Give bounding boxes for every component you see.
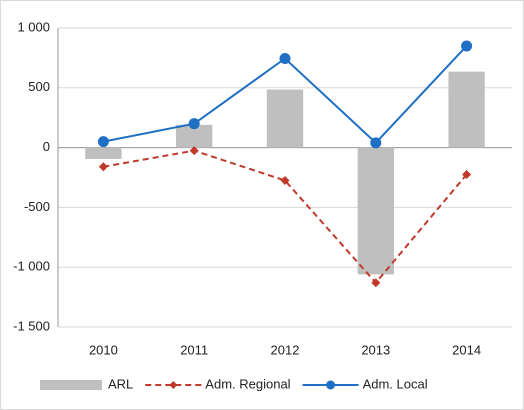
legend-label: Adm. Regional: [205, 376, 290, 391]
bar: [176, 124, 213, 148]
bar: [85, 147, 122, 159]
legend-marker: [326, 380, 336, 390]
y-tick-label: 0: [43, 139, 50, 154]
bar: [357, 147, 394, 275]
point: [461, 40, 473, 52]
legend-label: ARL: [108, 376, 133, 391]
point: [98, 162, 108, 172]
x-tick-label: 2010: [89, 342, 118, 357]
point: [371, 278, 381, 288]
y-tick-label: 1 000: [17, 19, 50, 34]
x-tick-label: 2013: [361, 342, 390, 357]
legend-item: Adm. Regional: [145, 376, 291, 391]
x-tick-label: 2012: [271, 342, 300, 357]
x-tick-label: 2014: [452, 342, 481, 357]
y-tick-label: -1 000: [13, 259, 50, 274]
legend-label: Adm. Local: [363, 376, 428, 391]
point: [462, 170, 472, 180]
y-tick-label: -1 500: [13, 318, 50, 333]
legend-marker: [169, 381, 178, 389]
y-tick-label: 500: [28, 79, 50, 94]
line: [103, 149, 468, 285]
point: [370, 137, 382, 149]
point: [279, 52, 291, 64]
point: [189, 146, 199, 156]
y-tick-label: -500: [24, 199, 50, 214]
point: [188, 118, 200, 130]
legend-swatch: [40, 380, 102, 390]
legend-item: Adm. Local: [302, 376, 428, 391]
point: [280, 175, 290, 185]
bar: [266, 89, 304, 148]
point: [97, 136, 109, 148]
legend-item: ARL: [40, 376, 133, 391]
bar: [448, 71, 485, 148]
x-tick-label: 2011: [180, 342, 208, 357]
